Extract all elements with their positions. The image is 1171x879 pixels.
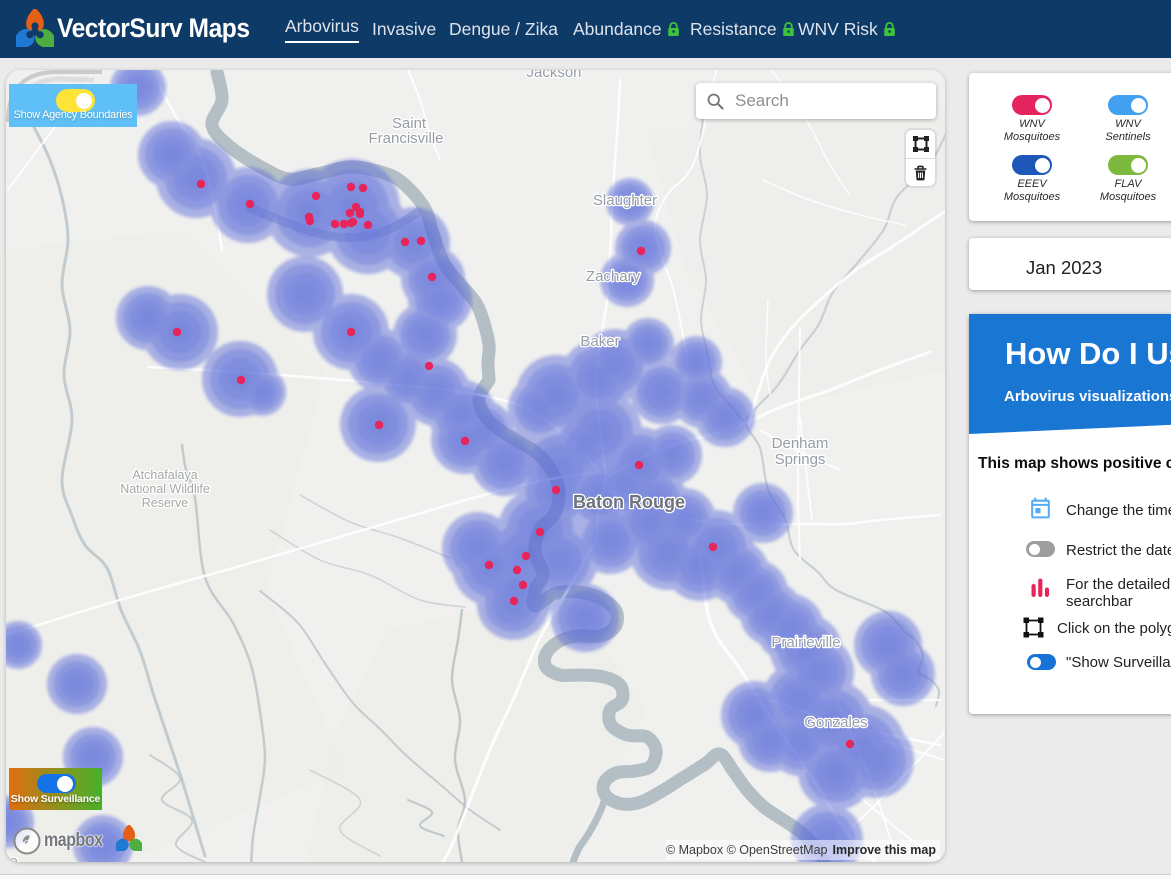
svg-text:Saint: Saint	[392, 115, 427, 132]
svg-text:Baton Rouge: Baton Rouge	[573, 492, 685, 512]
svg-text:Reserve: Reserve	[142, 496, 189, 510]
svg-text:le: le	[6, 853, 18, 862]
svg-text:Slaughter: Slaughter	[593, 192, 657, 209]
svg-text:Prairieville: Prairieville	[771, 634, 840, 651]
svg-text:Zachary: Zachary	[586, 268, 641, 285]
svg-text:Springs: Springs	[775, 451, 826, 468]
svg-text:Francisville: Francisville	[368, 130, 443, 147]
svg-text:National Wildlife: National Wildlife	[120, 482, 210, 496]
svg-text:Denham: Denham	[772, 435, 829, 452]
svg-text:Jackson: Jackson	[526, 70, 581, 81]
svg-text:Baker: Baker	[580, 333, 619, 350]
svg-text:Gonzales: Gonzales	[804, 714, 867, 731]
svg-text:Atchafalaya: Atchafalaya	[132, 468, 197, 482]
